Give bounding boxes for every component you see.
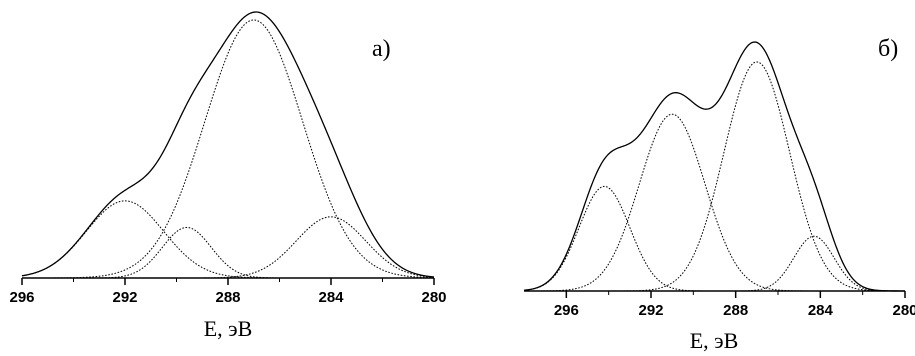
panel-label-b: б) — [878, 36, 898, 62]
envelope-curve-a — [21, 11, 435, 278]
x-tick-label-a-296: 296 — [9, 289, 34, 306]
component-curve-a-1 — [21, 200, 434, 279]
x-tick-label-a-292: 292 — [112, 289, 137, 306]
x-axis-label-b: E, эВ — [690, 328, 739, 353]
x-tick-label-b-292: 292 — [638, 302, 663, 319]
component-curve-a-3 — [22, 19, 435, 279]
x-tick-label-a-284: 284 — [318, 289, 344, 306]
component-curves-a — [21, 19, 435, 279]
component-curve-b-4 — [524, 235, 905, 292]
x-tick-label-a-288: 288 — [215, 289, 240, 306]
chart-panel-a: 296 292 288 284 280 а) E, эВ — [9, 11, 447, 341]
x-tick-label-b-288: 288 — [723, 302, 748, 319]
component-curve-a-2 — [22, 226, 434, 279]
x-tick-label-b-284: 284 — [808, 302, 834, 319]
component-curve-a-4 — [22, 216, 435, 279]
component-curve-b-3 — [524, 61, 905, 292]
component-curves-b — [523, 61, 905, 292]
component-curve-b-1 — [523, 185, 905, 292]
x-ticks-b: 296 292 288 284 280 — [554, 291, 915, 319]
x-axis-label-a: E, эВ — [204, 316, 253, 341]
x-tick-label-b-280: 280 — [892, 302, 915, 319]
x-tick-label-b-296: 296 — [554, 302, 579, 319]
chart-panel-b: 296 292 288 284 280 б) E, эВ — [523, 36, 915, 353]
envelope-curve-b — [523, 41, 905, 292]
x-tick-label-a-280: 280 — [421, 289, 446, 306]
component-curve-b-2 — [524, 113, 905, 292]
x-ticks-a: 296 292 288 284 280 — [9, 278, 447, 306]
panel-label-a: а) — [372, 36, 391, 62]
